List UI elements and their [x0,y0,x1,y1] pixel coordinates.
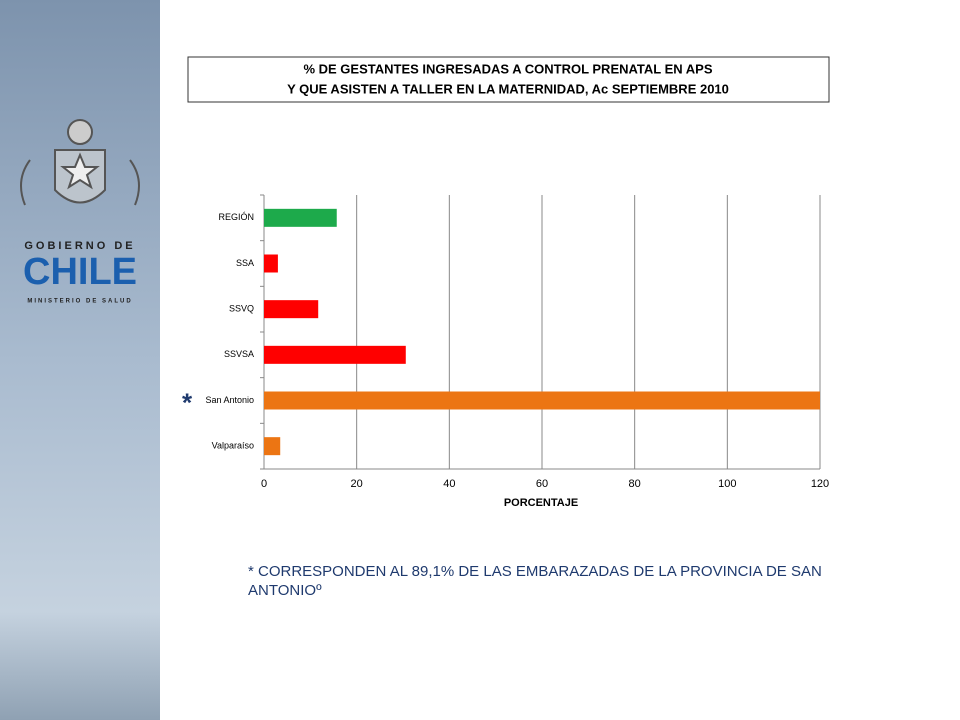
x-tick-label: 40 [443,478,455,490]
x-tick-label: 20 [351,478,363,490]
x-tick-label: 0 [261,478,267,490]
title-box [187,56,830,103]
y-tick-label: REGIÓN [218,212,254,222]
logo-bottom: MINISTERIO DE SALUD [27,299,132,305]
y-tick-label: SSVQ [229,304,254,314]
y-tick-label: SSVSA [224,349,254,359]
marker: * [182,387,193,417]
x-tick-label: 100 [718,478,736,490]
bar [264,208,337,227]
logo-name: CHILE [23,251,137,293]
bar [264,254,278,273]
chart-title: Y QUE ASISTEN A TALLER EN LA MATERNIDAD,… [287,81,729,96]
x-axis-label: PORCENTAJE [504,497,578,509]
x-tick-label: 60 [536,478,548,490]
coat-of-arms [20,119,140,206]
logo-top: GOBIERNO DE [24,240,135,252]
chart-title: % DE GESTANTES INGRESADAS A CONTROL PREN… [303,61,712,76]
x-tick-label: 120 [811,478,829,490]
footnote: * CORRESPONDEN AL 89,1% DE LAS EMBARAZAD… [248,563,822,599]
bar [264,300,319,319]
y-tick-label: Valparaíso [212,441,254,451]
bar [264,345,406,364]
bar [264,437,281,456]
sidebar [0,0,160,720]
y-tick-label: SSA [236,258,254,268]
bar [264,391,820,410]
y-tick-label: San Antonio [205,395,254,405]
x-tick-label: 80 [629,478,641,490]
